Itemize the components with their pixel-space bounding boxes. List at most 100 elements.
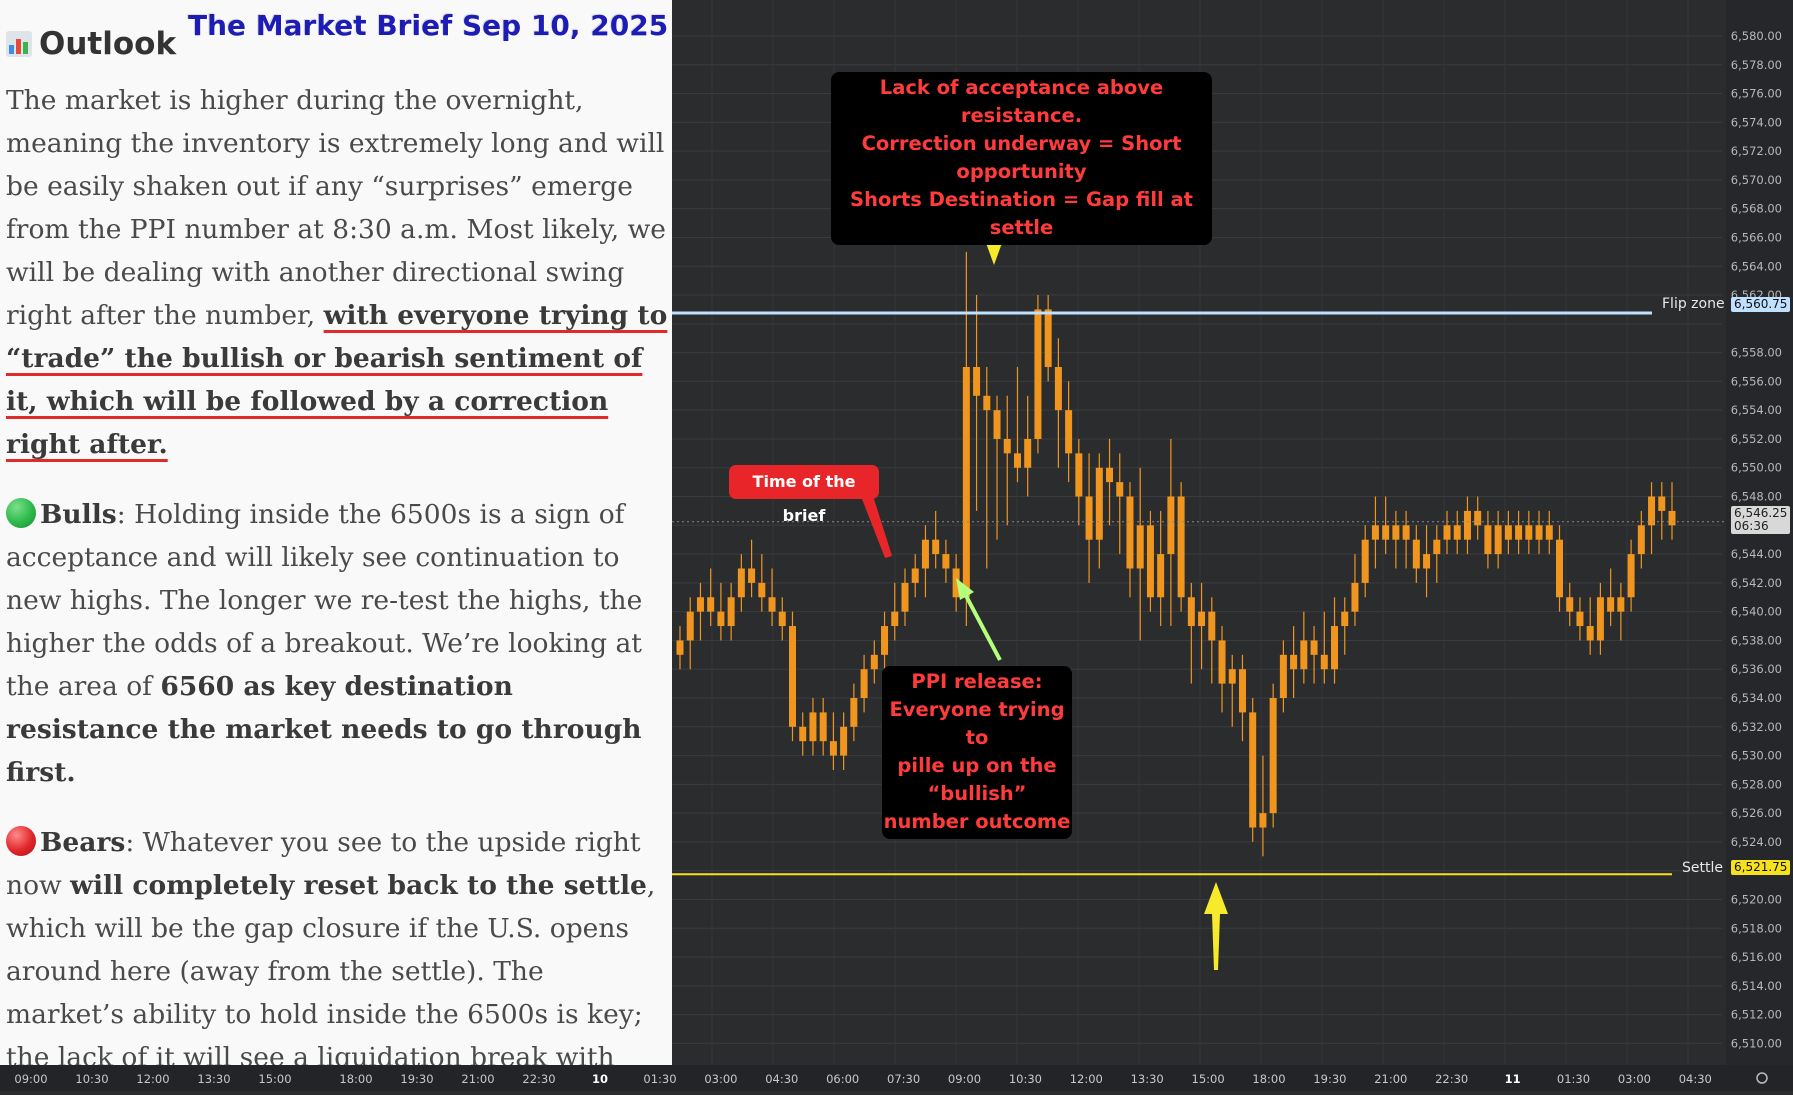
current-price: 6,546.25 [1734, 506, 1788, 520]
candle-body [768, 597, 776, 612]
annotation-line: Everyone trying to [889, 698, 1065, 749]
candle-body [1146, 525, 1154, 598]
time-tick-label: 15:00 [258, 1072, 291, 1086]
candle-body [707, 597, 715, 612]
bar-countdown: 06:36 [1734, 519, 1769, 533]
annotation-line: number outcome [883, 810, 1071, 833]
green-circle-icon [6, 498, 36, 528]
flip-zone-label: Flip zone [1662, 296, 1725, 312]
candle-body [1310, 640, 1318, 655]
candle-body [1085, 496, 1093, 540]
candle-body [1269, 698, 1277, 814]
candle-body [717, 611, 725, 627]
candle-body [1607, 597, 1615, 612]
candle-body [799, 726, 807, 742]
brief-title: The Market Brief Sep 10, 2025 [188, 9, 669, 42]
outlook-heading: Outlook [6, 26, 176, 62]
time-tick-label: 09:00 [14, 1072, 47, 1086]
candle-body [676, 640, 684, 655]
bears-text-2: , which will be the gap closure if the U… [6, 870, 656, 1065]
price-tick-label: 6,554.00 [1731, 403, 1782, 417]
candle-body [891, 611, 899, 627]
price-tick-label: 6,520.00 [1731, 892, 1782, 906]
candle-body [1126, 496, 1134, 569]
price-tick-label: 6,556.00 [1731, 374, 1782, 388]
time-tick-label: 10:30 [75, 1072, 108, 1086]
candle-body [1576, 611, 1584, 627]
time-tick-label: 13:30 [1131, 1072, 1164, 1086]
price-tick-label: 6,526.00 [1731, 806, 1782, 820]
time-tick-label: 10 [592, 1072, 608, 1086]
price-tick-label: 6,530.00 [1731, 749, 1782, 763]
price-tick-label: 6,578.00 [1731, 58, 1782, 72]
time-tick-label: 19:30 [400, 1072, 433, 1086]
candle-body [942, 554, 950, 569]
candle-body [778, 611, 786, 627]
candle-body [686, 611, 694, 641]
price-tick-label: 6,570.00 [1731, 173, 1782, 187]
candle-body [1106, 467, 1114, 483]
time-tick-label: 06:00 [826, 1072, 859, 1086]
candle-body [901, 582, 909, 612]
candle-body [1668, 510, 1676, 526]
price-tick-label: 6,558.00 [1731, 346, 1782, 360]
arrow-up-left-icon [956, 578, 974, 600]
price-tick-label: 6,580.00 [1731, 29, 1782, 43]
time-tick-label: 18:00 [1252, 1072, 1285, 1086]
time-tick-label: 11 [1505, 1072, 1521, 1086]
candle-body [1187, 597, 1195, 627]
candle-body [1279, 654, 1287, 699]
candle-body [1525, 525, 1533, 540]
annotation-line: pille up on the “bullish” [897, 754, 1057, 805]
price-tick-label: 6,568.00 [1731, 202, 1782, 216]
price-tick-label: 6,566.00 [1731, 230, 1782, 244]
candle-body [1013, 453, 1021, 468]
time-tick-label: 15:00 [1192, 1072, 1225, 1086]
price-tick-label: 6,510.00 [1731, 1036, 1782, 1050]
time-tick-label: 04:30 [765, 1072, 798, 1086]
bears-text: : Whatever you see to the upside right n… [6, 827, 641, 901]
price-tick-label: 6,544.00 [1731, 547, 1782, 561]
candle-body [1228, 669, 1236, 684]
candle-body [1484, 525, 1492, 555]
price-tick-label: 6,550.00 [1731, 461, 1782, 475]
candle-body [1095, 467, 1103, 540]
candle-body [727, 597, 735, 627]
current-price-tag: 6,546.25 06:36 [1731, 506, 1791, 534]
bulls-emphasis: 6560 as key destination resistance the m… [6, 671, 642, 788]
time-axis[interactable]: 09:00 10:30 12:00 13:30 15:00 18:00 19:30 21:00… [0, 1065, 1793, 1091]
settle-label: Settle [1682, 860, 1723, 876]
candle-body [696, 597, 704, 612]
candle-body [1515, 525, 1523, 540]
candle-body [850, 698, 858, 727]
candle-body [993, 410, 1001, 439]
candle-body [1034, 309, 1042, 439]
candle-body [1003, 438, 1011, 454]
candle-body [983, 395, 991, 411]
settings-icon[interactable] [1756, 1072, 1768, 1084]
price-tick-label: 6,574.00 [1731, 115, 1782, 129]
price-tick-label: 6,540.00 [1731, 605, 1782, 619]
price-tick-label: 6,572.00 [1731, 144, 1782, 158]
time-tick-label: 09:00 [948, 1072, 981, 1086]
candle-body [860, 669, 868, 699]
price-chart[interactable]: 6,580.00 6,578.00 6,576.00 6,574.00 6,572.00… [672, 0, 1793, 1065]
candle-body [1402, 525, 1410, 540]
red-circle-icon [6, 826, 36, 856]
price-tick-label: 6,516.00 [1731, 950, 1782, 964]
price-tick-label: 6,542.00 [1731, 576, 1782, 590]
candle-body [1627, 554, 1635, 598]
time-tick-label: 22:30 [522, 1072, 555, 1086]
candle-body [973, 366, 981, 396]
price-tick-label: 6,576.00 [1731, 87, 1782, 101]
time-tick-label: 01:30 [1557, 1072, 1590, 1086]
candle-body [1054, 366, 1062, 411]
time-tick-label: 01:30 [643, 1072, 676, 1086]
arrow-shaft [962, 591, 1002, 661]
resistance-annotation: Lack of acceptance above resistance. Cor… [831, 72, 1212, 245]
candle-body [1371, 525, 1379, 540]
bulls-text: : Holding inside the 6500s is a sign of … [6, 499, 643, 702]
annotation-line: Shorts Destination = Gap fill at settle [850, 188, 1193, 239]
candle-body [809, 712, 817, 742]
candle-body [1433, 539, 1441, 555]
